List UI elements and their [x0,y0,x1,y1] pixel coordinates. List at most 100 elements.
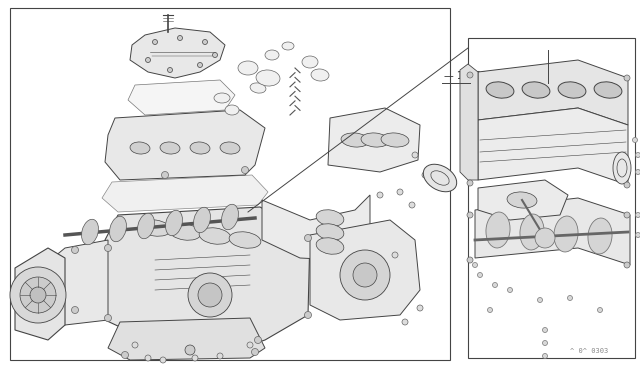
Ellipse shape [199,228,231,244]
Ellipse shape [486,212,510,248]
Circle shape [305,311,312,318]
Polygon shape [328,108,420,172]
Ellipse shape [341,133,369,147]
Circle shape [493,282,497,288]
Circle shape [472,263,477,267]
Circle shape [402,319,408,325]
Ellipse shape [160,142,180,154]
Circle shape [192,355,198,361]
Ellipse shape [381,133,409,147]
Circle shape [305,234,312,241]
Circle shape [467,72,473,78]
Circle shape [104,314,111,321]
Ellipse shape [169,224,201,240]
Circle shape [488,308,493,312]
Circle shape [422,172,428,178]
Circle shape [624,182,630,188]
Ellipse shape [81,219,99,245]
Circle shape [217,353,223,359]
Circle shape [543,340,547,346]
Polygon shape [105,207,310,350]
Circle shape [212,52,218,58]
Circle shape [202,39,207,45]
Circle shape [247,342,253,348]
Ellipse shape [554,216,578,252]
Circle shape [636,212,640,218]
Circle shape [145,58,150,62]
Circle shape [538,298,543,302]
Ellipse shape [109,216,127,242]
Ellipse shape [316,238,344,254]
Circle shape [624,212,630,218]
Ellipse shape [316,210,344,226]
Circle shape [624,262,630,268]
Circle shape [598,308,602,312]
Circle shape [568,295,573,301]
Circle shape [198,283,222,307]
Ellipse shape [256,70,280,86]
Ellipse shape [613,152,631,184]
Text: — 10102: — 10102 [444,71,488,81]
Circle shape [543,327,547,333]
Circle shape [255,337,262,343]
Circle shape [122,352,129,359]
Ellipse shape [265,50,279,60]
Circle shape [152,39,157,45]
Ellipse shape [522,82,550,98]
Ellipse shape [486,82,514,98]
Circle shape [72,247,79,253]
Circle shape [145,355,151,361]
Polygon shape [310,220,420,320]
Polygon shape [460,64,478,180]
Polygon shape [128,80,235,115]
Polygon shape [108,318,265,360]
Ellipse shape [250,83,266,93]
Circle shape [198,62,202,67]
Circle shape [636,232,640,237]
Polygon shape [102,175,268,212]
Text: ^ 0^ 0303: ^ 0^ 0303 [570,348,608,354]
Circle shape [132,342,138,348]
Circle shape [636,153,640,157]
Circle shape [392,252,398,258]
Circle shape [409,202,415,208]
Ellipse shape [214,93,230,103]
Ellipse shape [130,142,150,154]
Ellipse shape [193,207,211,233]
Ellipse shape [558,82,586,98]
Circle shape [467,180,473,186]
Circle shape [543,353,547,359]
Circle shape [632,138,637,142]
Ellipse shape [225,105,239,115]
Circle shape [177,35,182,41]
Circle shape [397,189,403,195]
Circle shape [340,250,390,300]
Circle shape [508,288,513,292]
Circle shape [161,171,168,179]
Circle shape [160,357,166,363]
Circle shape [412,152,418,158]
Circle shape [477,273,483,278]
Polygon shape [105,110,265,180]
Ellipse shape [594,82,622,98]
Ellipse shape [311,69,329,81]
Ellipse shape [316,224,344,240]
Ellipse shape [423,164,457,192]
Circle shape [377,192,383,198]
Ellipse shape [138,213,154,239]
Circle shape [353,263,377,287]
Circle shape [241,167,248,173]
Ellipse shape [507,192,537,208]
Ellipse shape [221,204,239,230]
Polygon shape [478,60,628,125]
Polygon shape [15,248,65,340]
Polygon shape [262,195,370,260]
Circle shape [417,305,423,311]
Ellipse shape [588,218,612,254]
Ellipse shape [139,220,171,236]
Circle shape [104,244,111,251]
Bar [468,38,635,358]
Polygon shape [478,108,628,185]
Circle shape [188,273,232,317]
Circle shape [624,75,630,81]
